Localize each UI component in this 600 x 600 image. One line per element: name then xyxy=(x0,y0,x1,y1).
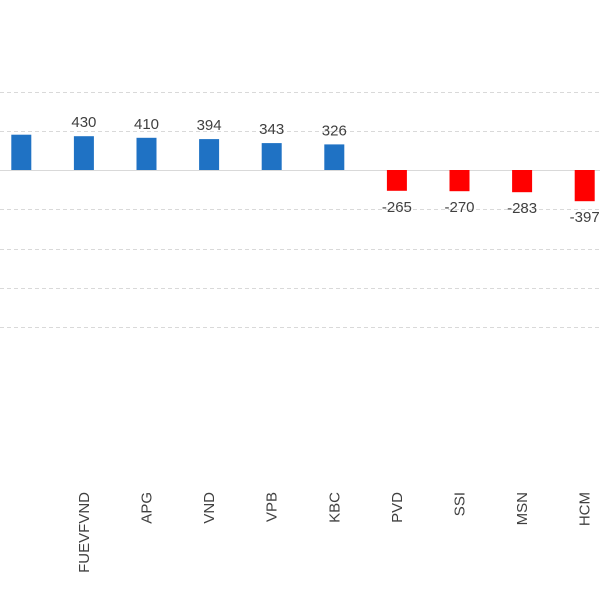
bar-fuevfvnd xyxy=(73,136,94,170)
bar-partial xyxy=(11,134,32,170)
x-tick-label: MSN xyxy=(514,492,531,525)
data-label: 394 xyxy=(197,117,222,134)
data-label: 343 xyxy=(259,121,284,138)
data-label: -397 xyxy=(570,209,600,226)
bar-pvd xyxy=(386,170,407,191)
bar-vnd xyxy=(199,139,220,170)
data-labels: 430 410 394 343 326 -265 -270 -283 -397 xyxy=(71,114,599,226)
gridlines xyxy=(0,92,600,328)
x-tick-label: APG xyxy=(139,492,156,524)
data-label: 410 xyxy=(134,116,159,133)
data-label: 326 xyxy=(322,122,347,139)
x-tick-label: FUEVFVND xyxy=(76,492,93,573)
x-tick-label: KBC xyxy=(326,492,343,523)
x-tick-label: HCM xyxy=(577,492,594,526)
x-axis-tick-labels: FUEVFVND APG VND VPB KBC PVD SSI MSN HCM xyxy=(76,492,594,573)
x-tick-label: PVD xyxy=(389,492,406,523)
bars xyxy=(11,134,595,202)
data-label: -265 xyxy=(382,199,412,216)
bar-apg xyxy=(136,137,157,170)
x-tick-label: VPB xyxy=(264,492,281,522)
x-tick-label: SSI xyxy=(452,492,469,516)
data-label: 430 xyxy=(71,114,96,131)
x-tick-label: VND xyxy=(201,492,218,524)
bar-ssi xyxy=(449,170,470,192)
bar-kbc xyxy=(324,144,345,170)
bar-hcm xyxy=(574,170,595,202)
bar-msn xyxy=(512,170,533,193)
data-label: -270 xyxy=(444,199,474,216)
data-label: -283 xyxy=(507,200,537,217)
bar-vpb xyxy=(261,143,282,170)
